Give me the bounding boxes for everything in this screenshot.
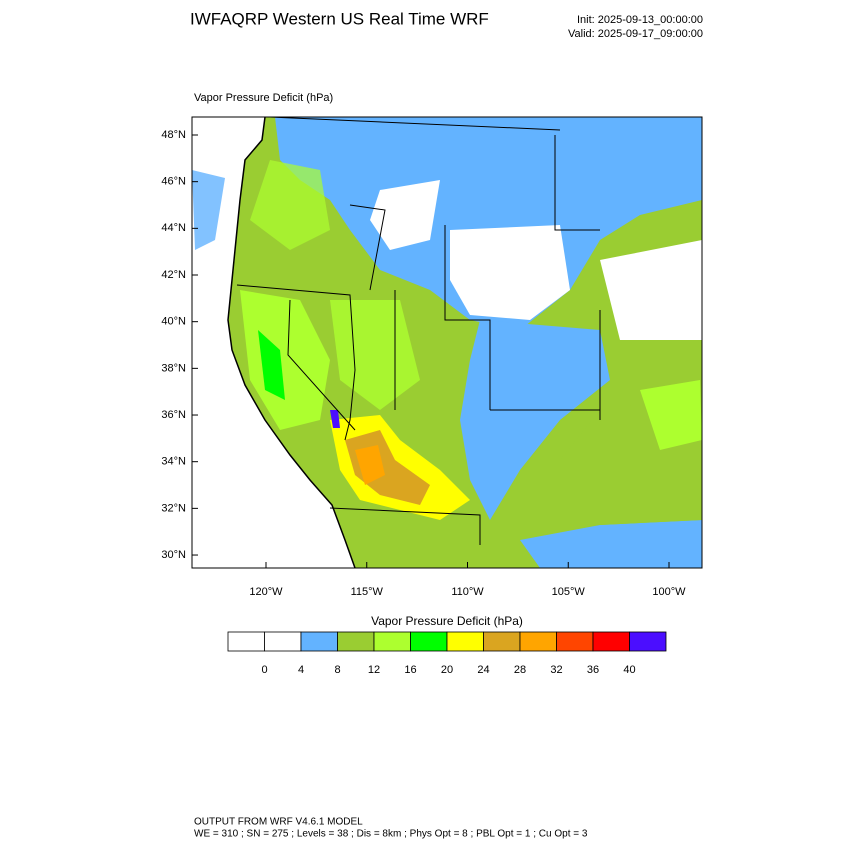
colorbar-title: Vapor Pressure Deficit (hPa) — [371, 614, 523, 628]
colorbar-box — [337, 631, 375, 652]
colorbar-label: 28 — [514, 664, 526, 676]
colorbar-box — [227, 631, 265, 652]
valid-time: Valid: 2025-09-17_09:00:00 — [568, 28, 703, 40]
lat-label: 40°N — [161, 316, 186, 328]
colorbar-label: 36 — [587, 664, 599, 676]
lat-label: 48°N — [161, 129, 186, 141]
lat-label: 44°N — [161, 222, 186, 234]
map — [192, 117, 702, 568]
lon-label: 105°W — [552, 586, 586, 598]
lon-label: 100°W — [652, 586, 686, 598]
colorbar-label: 12 — [368, 664, 380, 676]
colorbar-label: 0 — [261, 664, 267, 676]
colorbar-box — [592, 631, 630, 652]
axis-ticks: 48°N 46°N 44°N 42°N 40°N 38°N 36°N 34°N 32°N 30°N… — [161, 129, 686, 598]
map-label: Vapor Pressure Deficit (hPa) — [194, 92, 333, 104]
colorbar-label: 24 — [477, 664, 489, 676]
colorbar-label: 40 — [623, 664, 635, 676]
lon-label: 110°W — [451, 586, 484, 598]
colorbar-label: 20 — [441, 664, 453, 676]
title: IWFAQRP Western US Real Time WRF — [190, 9, 489, 28]
lat-label: 36°N — [161, 409, 186, 421]
colorbar: 0 4 8 12 16 20 24 28 32 36 40 — [227, 631, 667, 676]
colorbar-box — [373, 631, 411, 652]
lat-label: 34°N — [161, 456, 186, 468]
colorbar-box — [300, 631, 338, 652]
map-frame — [191, 116, 703, 569]
colorbar-box — [483, 631, 521, 652]
colorbar-box — [519, 631, 557, 652]
lat-label: 38°N — [161, 362, 186, 374]
colorbar-label: 8 — [334, 664, 340, 676]
colorbar-box — [556, 631, 594, 652]
lat-label: 30°N — [161, 549, 186, 561]
colorbar-label: 32 — [550, 664, 562, 676]
colorbar-box — [410, 631, 448, 652]
footer-line: OUTPUT FROM WRF V4.6.1 MODEL — [194, 817, 363, 828]
colorbar-box — [264, 631, 302, 652]
colorbar-box — [629, 631, 667, 652]
colorbar-label: 4 — [298, 664, 304, 676]
lat-label: 42°N — [161, 269, 186, 281]
lon-label: 120°W — [249, 586, 283, 598]
colorbar-label: 16 — [404, 664, 416, 676]
lat-label: 32°N — [161, 502, 186, 514]
footer-line: WE = 310 ; SN = 275 ; Levels = 38 ; Dis … — [194, 829, 588, 840]
colorbar-box — [446, 631, 484, 652]
lat-label: 46°N — [161, 176, 186, 188]
lon-label: 115°W — [351, 586, 384, 598]
init-time: Init: 2025-09-13_00:00:00 — [577, 14, 703, 26]
